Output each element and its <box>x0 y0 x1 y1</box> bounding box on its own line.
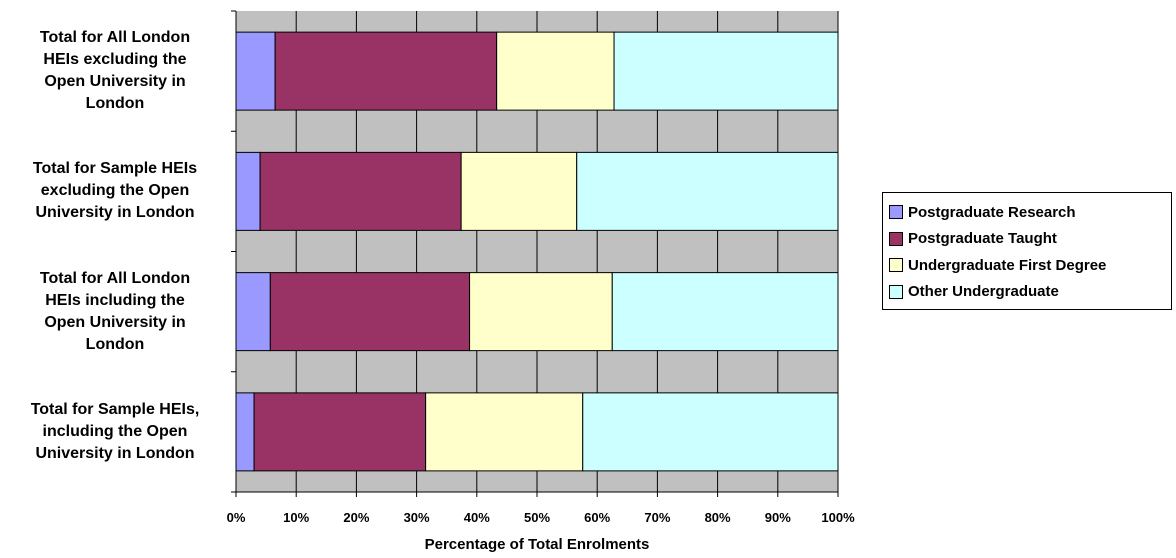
x-tick-label: 80% <box>705 510 731 525</box>
x-tick-label: 10% <box>283 510 309 525</box>
category-label: Total for All London HEIs including the Op… <box>4 268 226 356</box>
axes <box>231 10 839 497</box>
bar-segment <box>582 392 839 472</box>
bar-segment <box>460 151 578 231</box>
bar-segment <box>425 392 584 472</box>
legend-swatch <box>889 284 903 299</box>
bar-segment <box>496 31 615 111</box>
x-tick-label: 30% <box>404 510 430 525</box>
category-label: Total for Sample HEIs excluding the Open U… <box>4 158 226 224</box>
category-label-line: Total for Sample HEIs <box>32 160 198 178</box>
bar-segment <box>253 392 427 472</box>
x-tick-label: 50% <box>524 510 550 525</box>
bars-group <box>235 31 839 472</box>
legend-label: Postgraduate Taught <box>908 230 1057 248</box>
x-tick-label: 0% <box>227 510 246 525</box>
category-label-line: London <box>85 95 145 113</box>
legend-item: Postgraduate Research <box>889 199 1171 226</box>
x-axis-title: Percentage of Total Enrolments <box>424 536 650 553</box>
x-tick-labels: 0% 10% 20% 30% 40% 50% 60% 70% 80% 90% 100% <box>227 510 855 525</box>
legend-item: Other Undergraduate <box>889 279 1171 306</box>
bar-segment <box>269 272 471 352</box>
legend-swatch <box>889 258 903 273</box>
legend-swatch <box>889 205 903 220</box>
category-label-line: University in London <box>35 204 195 222</box>
bar-segment <box>235 392 255 472</box>
x-tick-label: 60% <box>584 510 610 525</box>
bar-segment <box>235 31 276 111</box>
legend-item: Undergraduate First Degree <box>889 252 1171 279</box>
legend-label: Undergraduate First Degree <box>908 256 1107 274</box>
legend-label: Postgraduate Research <box>908 203 1076 221</box>
category-label-line: HEIs excluding the <box>43 51 187 69</box>
category-label-line: Open University in <box>44 73 186 91</box>
bar-segment <box>259 151 462 231</box>
x-tick-label: 90% <box>765 510 791 525</box>
category-label-line: excluding the Open <box>40 182 190 200</box>
bar-segment <box>576 151 839 231</box>
x-tick-label: 20% <box>343 510 369 525</box>
category-label-line: London <box>85 335 145 353</box>
category-label-line: Total for All London <box>39 29 191 47</box>
bar-segment <box>235 272 271 352</box>
category-label-line: HEIs including the <box>45 291 185 309</box>
category-label-line: including the Open <box>42 422 188 440</box>
bar-segment <box>235 151 261 231</box>
legend-item: Postgraduate Taught <box>889 226 1171 253</box>
x-tick-label: 70% <box>644 510 670 525</box>
category-label-line: Open University in <box>44 313 186 331</box>
x-tick-label: 100% <box>821 510 855 525</box>
x-tick-label: 40% <box>464 510 490 525</box>
bar-segment <box>611 272 839 352</box>
legend: Postgraduate Research Postgraduate Taught… <box>882 192 1172 310</box>
legend-label: Other Undergraduate <box>908 283 1059 301</box>
category-label-line: University in London <box>35 444 195 462</box>
category-label: Total for All London HEIs excluding the Op… <box>4 27 226 115</box>
category-label: Total for Sample HEIs, including the Open… <box>4 399 226 465</box>
bar-segment <box>469 272 613 352</box>
category-label-line: Total for Sample HEIs, <box>30 400 200 418</box>
bar-segment <box>613 31 839 111</box>
bar-segment <box>274 31 498 111</box>
legend-swatch <box>889 231 903 246</box>
category-label-line: Total for All London <box>39 269 191 287</box>
